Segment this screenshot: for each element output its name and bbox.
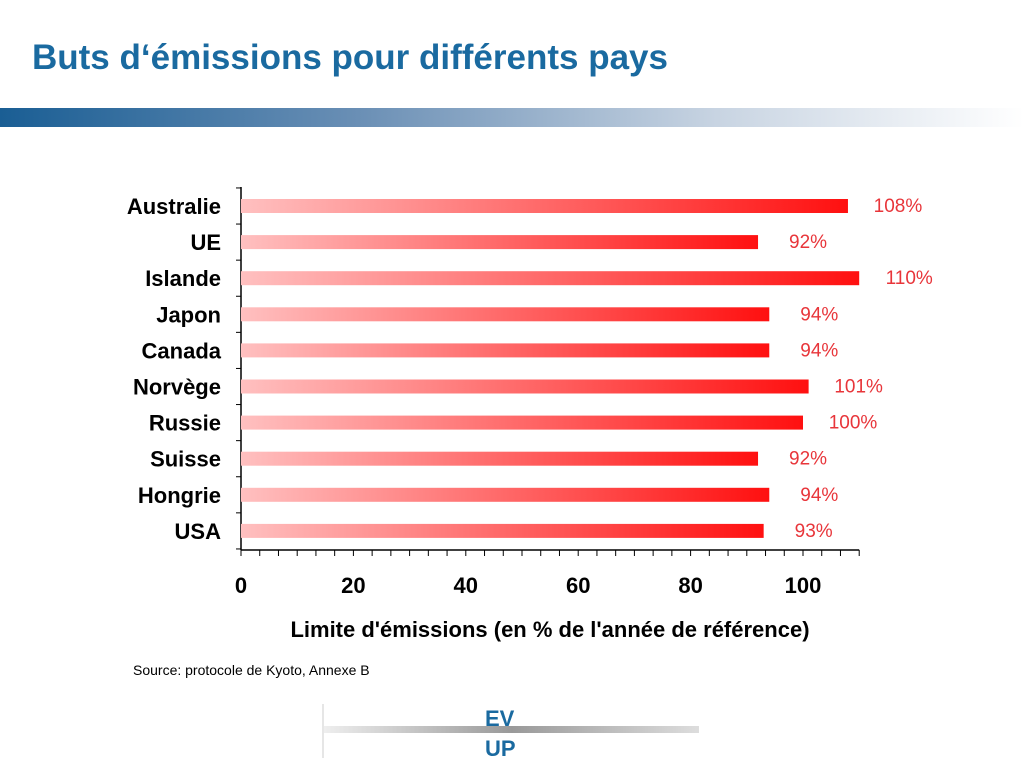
bar-usa [241, 523, 764, 538]
bar-norvège [241, 379, 809, 394]
bar-japon [241, 307, 770, 322]
x-tick-label: 80 [678, 573, 702, 598]
bar-russie [241, 415, 803, 430]
svg-text:UP: UP [485, 736, 516, 758]
x-axis-label: Limite d'émissions (en % de l'année de r… [290, 617, 809, 642]
x-tick-label: 40 [454, 573, 478, 598]
data-label: 100% [829, 413, 878, 434]
slide-title: Buts d‘émissions pour différents pays [32, 38, 668, 77]
category-label: Australie [127, 194, 221, 219]
evup-logo: EV UP [322, 704, 699, 758]
data-label: 110% [886, 268, 933, 289]
x-tick-label: 100 [785, 573, 822, 598]
x-tick-label: 20 [341, 573, 365, 598]
data-label: 94% [800, 304, 838, 325]
data-label: 93% [795, 521, 833, 542]
category-label: Russie [149, 411, 221, 436]
bar-suisse [241, 451, 759, 466]
source-note: Source: protocole de Kyoto, Annexe B [133, 662, 370, 678]
category-label: Norvège [133, 375, 221, 400]
data-label: 92% [789, 449, 827, 470]
data-label: 92% [789, 232, 827, 253]
category-label: UE [190, 230, 221, 255]
bar-ue [241, 235, 759, 250]
category-label: Islande [145, 266, 221, 291]
category-label: Canada [142, 338, 222, 363]
category-label: Suisse [150, 447, 221, 472]
data-label: 108% [874, 196, 923, 217]
bar-islande [241, 271, 860, 286]
category-label: USA [175, 519, 222, 544]
bar-canada [241, 343, 770, 358]
category-label: Hongrie [138, 483, 221, 508]
data-label: 94% [800, 340, 838, 361]
bar-hongrie [241, 487, 770, 502]
title-underline-band [0, 108, 1024, 127]
svg-text:EV: EV [485, 706, 515, 731]
category-label: Japon [156, 302, 221, 327]
data-label: 101% [834, 377, 883, 398]
bar-australie [241, 199, 848, 213]
x-tick-label: 60 [566, 573, 590, 598]
x-tick-label: 0 [235, 573, 247, 598]
data-label: 94% [800, 485, 838, 506]
